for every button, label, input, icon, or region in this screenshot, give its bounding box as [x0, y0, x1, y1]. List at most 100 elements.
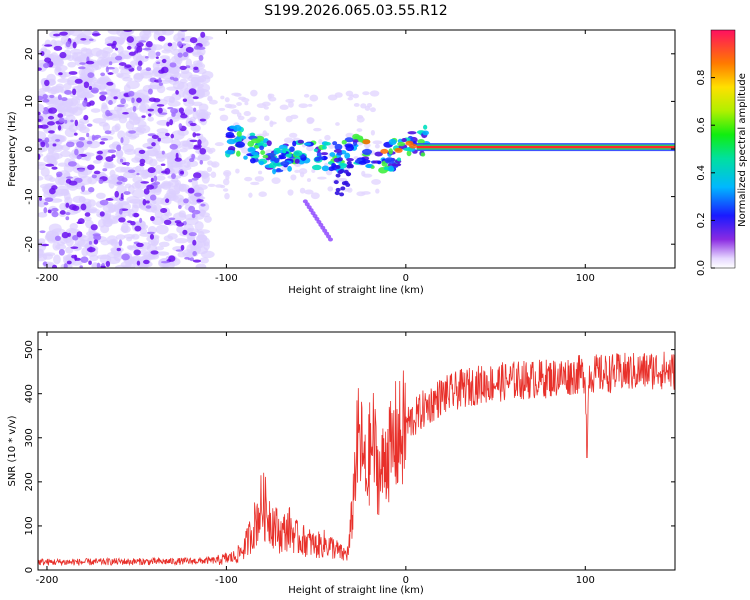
heatmap-noise-speck	[105, 260, 111, 268]
heatmap-haze-speck	[102, 122, 111, 132]
heatmap-noise-speck	[43, 207, 48, 214]
heatmap-tail-speck	[326, 234, 332, 239]
heatmap-haze-speck	[244, 101, 249, 106]
heatmap-haze-speck	[135, 55, 145, 63]
heatmap-noise-speck	[104, 130, 112, 135]
heatmap-band-blob	[249, 132, 256, 137]
heatmap-haze-speck	[209, 147, 216, 153]
heatmap-noise-speck	[181, 37, 185, 41]
heatmap-noise-speck	[153, 181, 161, 185]
snr-x-tick-label: 100	[576, 575, 595, 586]
heatmap-noise-speck	[145, 200, 150, 204]
heatmap-haze-speck	[139, 228, 148, 235]
heatmap-noise-speck	[147, 113, 152, 117]
heatmap-noise-speck	[57, 94, 62, 101]
heatmap-noise-speck	[192, 96, 199, 100]
heatmap-haze-speck	[133, 72, 144, 83]
heatmap-haze-speck	[143, 30, 152, 36]
heatmap-noise-speck	[161, 67, 165, 74]
heatmap-y-tick-label: -20	[24, 236, 35, 252]
heatmap-band-blob	[323, 141, 331, 146]
heatmap-noise-speck	[132, 105, 137, 112]
heatmap-tail-speck	[316, 219, 322, 224]
heatmap-haze-speck	[110, 238, 118, 247]
heatmap-noise-speck	[177, 52, 183, 58]
heatmap-haze-speck	[171, 41, 178, 51]
heatmap-noise-speck	[146, 184, 155, 190]
heatmap-band-blob	[384, 157, 395, 164]
heatmap-noise-speck	[116, 247, 121, 252]
heatmap-haze-speck	[298, 168, 308, 175]
heatmap-noise-speck	[127, 220, 133, 223]
heatmap-haze-speck	[83, 208, 97, 214]
heatmap-band-blob	[233, 124, 242, 132]
heatmap-haze-speck	[129, 111, 137, 120]
heatmap-noise-speck	[145, 67, 152, 72]
heatmap-haze-speck	[99, 75, 110, 83]
heatmap-haze-speck	[155, 175, 166, 181]
heatmap-band-blob	[317, 156, 325, 160]
heatmap-haze-speck	[110, 89, 122, 99]
heatmap-marks	[38, 30, 675, 268]
heatmap-haze-speck	[163, 235, 174, 242]
heatmap-noise-speck	[65, 216, 70, 221]
heatmap-band-blob	[397, 141, 406, 147]
heatmap-noise-speck	[100, 72, 106, 77]
heatmap-noise-speck	[38, 196, 42, 201]
heatmap-band-blob	[289, 146, 295, 153]
heatmap-haze-speck	[161, 49, 172, 54]
heatmap-tail-speck	[318, 222, 324, 227]
heatmap-haze-speck	[254, 176, 265, 182]
heatmap-haze-speck	[244, 176, 253, 182]
heatmap-noise-speck	[136, 172, 140, 176]
heatmap-noise-speck	[116, 181, 123, 185]
heatmap-noise-speck	[127, 90, 135, 97]
heatmap-haze-speck	[123, 171, 137, 179]
heatmap-noise-speck	[90, 89, 98, 93]
heatmap-noise-speck	[44, 57, 52, 63]
heatmap-band-blob	[268, 162, 277, 169]
heatmap-haze-speck	[177, 197, 185, 208]
heatmap-noise-speck	[136, 42, 144, 48]
heatmap-noise-speck	[153, 175, 158, 182]
heatmap-noise-speck	[169, 76, 175, 80]
heatmap-haze-speck	[113, 114, 121, 119]
heatmap-noise-speck	[170, 133, 175, 139]
heatmap-noise-speck	[80, 256, 89, 264]
heatmap-haze-speck	[140, 71, 153, 79]
heatmap-noise-speck	[44, 44, 53, 47]
heatmap-noise-speck	[45, 142, 50, 148]
heatmap-noise-speck	[91, 33, 101, 36]
heatmap-band-blob	[226, 138, 237, 145]
heatmap-noise-speck	[189, 139, 198, 143]
heatmap-haze-speck	[113, 105, 123, 112]
heatmap-noise-speck	[51, 166, 58, 170]
heatmap-noise-speck	[105, 156, 114, 162]
heatmap-haze-speck	[199, 257, 209, 264]
heatmap-noise-speck	[193, 107, 197, 112]
heatmap-noise-speck	[106, 112, 113, 117]
heatmap-noise-speck	[47, 115, 55, 120]
heatmap-band-blob	[297, 139, 304, 144]
heatmap-noise-speck	[145, 40, 153, 48]
heatmap-haze-speck	[117, 130, 126, 140]
heatmap-noise-speck	[131, 97, 135, 104]
snr-x-tick-label: -200	[36, 575, 59, 586]
heatmap-band-blob	[374, 151, 383, 157]
heatmap-haze-speck	[243, 111, 251, 117]
heatmap-tail-speck	[302, 199, 308, 204]
heatmap-haze-speck	[71, 106, 83, 116]
heatmap-haze-speck	[99, 84, 106, 92]
heatmap-haze-speck	[207, 96, 213, 102]
heatmap-noise-speck	[142, 198, 147, 206]
heatmap-haze-speck	[313, 127, 322, 132]
heatmap-noise-speck	[48, 107, 58, 114]
colorbar-gradient	[710, 29, 736, 269]
heatmap-haze-speck	[176, 225, 184, 234]
heatmap-haze-speck	[371, 178, 382, 185]
heatmap-noise-speck	[77, 168, 85, 172]
heatmap-haze-speck	[262, 130, 268, 137]
heatmap-haze-speck	[53, 40, 64, 47]
heatmap-haze-speck	[77, 82, 84, 92]
snr-x-tick-label: -100	[215, 575, 238, 586]
